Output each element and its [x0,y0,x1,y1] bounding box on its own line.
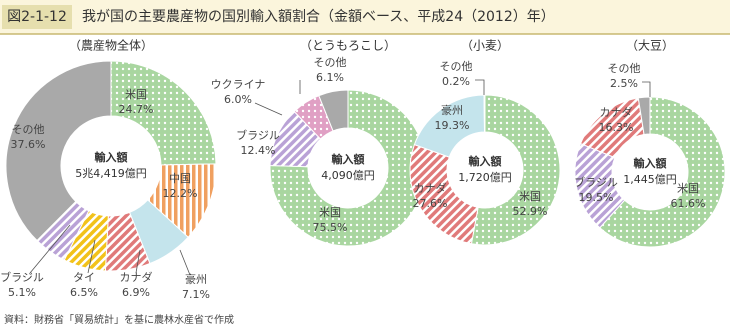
slice-name: 豪州 [441,103,463,117]
leader-line [642,81,651,97]
figure-no: 図2-1-12 [7,9,67,25]
slice-value-label: 6.9% [122,286,150,299]
leader-line [87,239,96,274]
figure-no-box [2,5,72,29]
header-bg [0,0,730,34]
slice-value-label: 19.5% [579,191,614,204]
donut-slice [110,60,217,166]
leader-line [254,102,283,116]
center-label: 輸入額 [634,156,667,170]
slice-value-label: 75.5% [313,221,348,234]
center-label: 輸入額 [332,152,365,166]
center-value: 4,090億円 [321,169,375,182]
slice-value-label: 6.0% [224,93,252,106]
slice-name: その他 [440,60,473,73]
leader-line [475,79,485,95]
center-value: 1,720億円 [458,171,512,184]
slice-value-label: 12.4% [241,144,276,157]
slice-name: 豪州 [185,272,207,286]
donut-slice [599,96,726,248]
center-label: 輸入額 [469,154,502,168]
slice-value-label: 0.2% [442,75,470,88]
slice-name: ブラジル [0,270,44,284]
slice-name: 米国 [319,206,341,219]
slice-name: タイ [73,271,95,284]
center-value: 1,445億円 [623,173,677,186]
header-title: 我が国の主要農産物の国別輸入額割合（金額ベース、平成24（2012）年） [82,8,555,25]
slice-name: 中国 [169,172,191,185]
slice-name: カナダ [120,270,153,284]
donut-slice [5,60,112,242]
slice-name: 米国 [519,190,541,203]
slice-name: その他 [314,56,347,69]
donut-slice [409,143,479,245]
donut-slice [483,94,486,133]
center-value: 5兆4,419億円 [75,167,147,180]
slice-value-label: 61.6% [671,197,706,210]
slice-name: カナダ [600,105,633,119]
slice-name: ウクライナ [211,78,266,91]
center-label: 輸入額 [95,150,128,164]
slice-value-label: 6.5% [70,286,98,299]
slice-name: ブラジル [236,128,280,142]
slice-name: 米国 [125,88,147,101]
donut-slice [470,94,561,246]
leader-line [135,249,141,274]
slice-name: その他 [12,123,45,136]
slice-name: ブラジル [574,175,618,189]
chart-title: （とうもろこし） [300,39,396,53]
donut-slice [318,89,349,132]
slice-value-label: 27.6% [413,197,448,210]
leader-line [179,249,191,276]
slice-value-label: 52.9% [513,205,548,218]
chart-title: （農産物全体） [69,38,153,53]
slice-value-label: 16.3% [599,121,634,134]
slice-name: 米国 [677,182,699,195]
donut-slice [637,96,651,136]
slice-value-label: 5.1% [8,286,36,299]
slice-value-label: 7.1% [182,288,210,301]
slice-name: その他 [608,62,641,75]
slice-value-label: 12.2% [163,187,198,200]
slice-value-label: 6.1% [316,71,344,84]
source: 資料：財務省「貿易統計」を基に農林水産省で作成 [4,313,234,326]
slice-value-label: 37.6% [11,138,46,151]
slice-value-label: 2.5% [610,77,638,90]
slice-name: カナダ [414,181,447,195]
slice-value-label: 24.7% [119,103,154,116]
slice-value-label: 19.3% [435,119,470,132]
chart-title: （大豆） [626,39,674,53]
chart-title: （小麦） [461,39,509,53]
leader-line [29,224,71,274]
